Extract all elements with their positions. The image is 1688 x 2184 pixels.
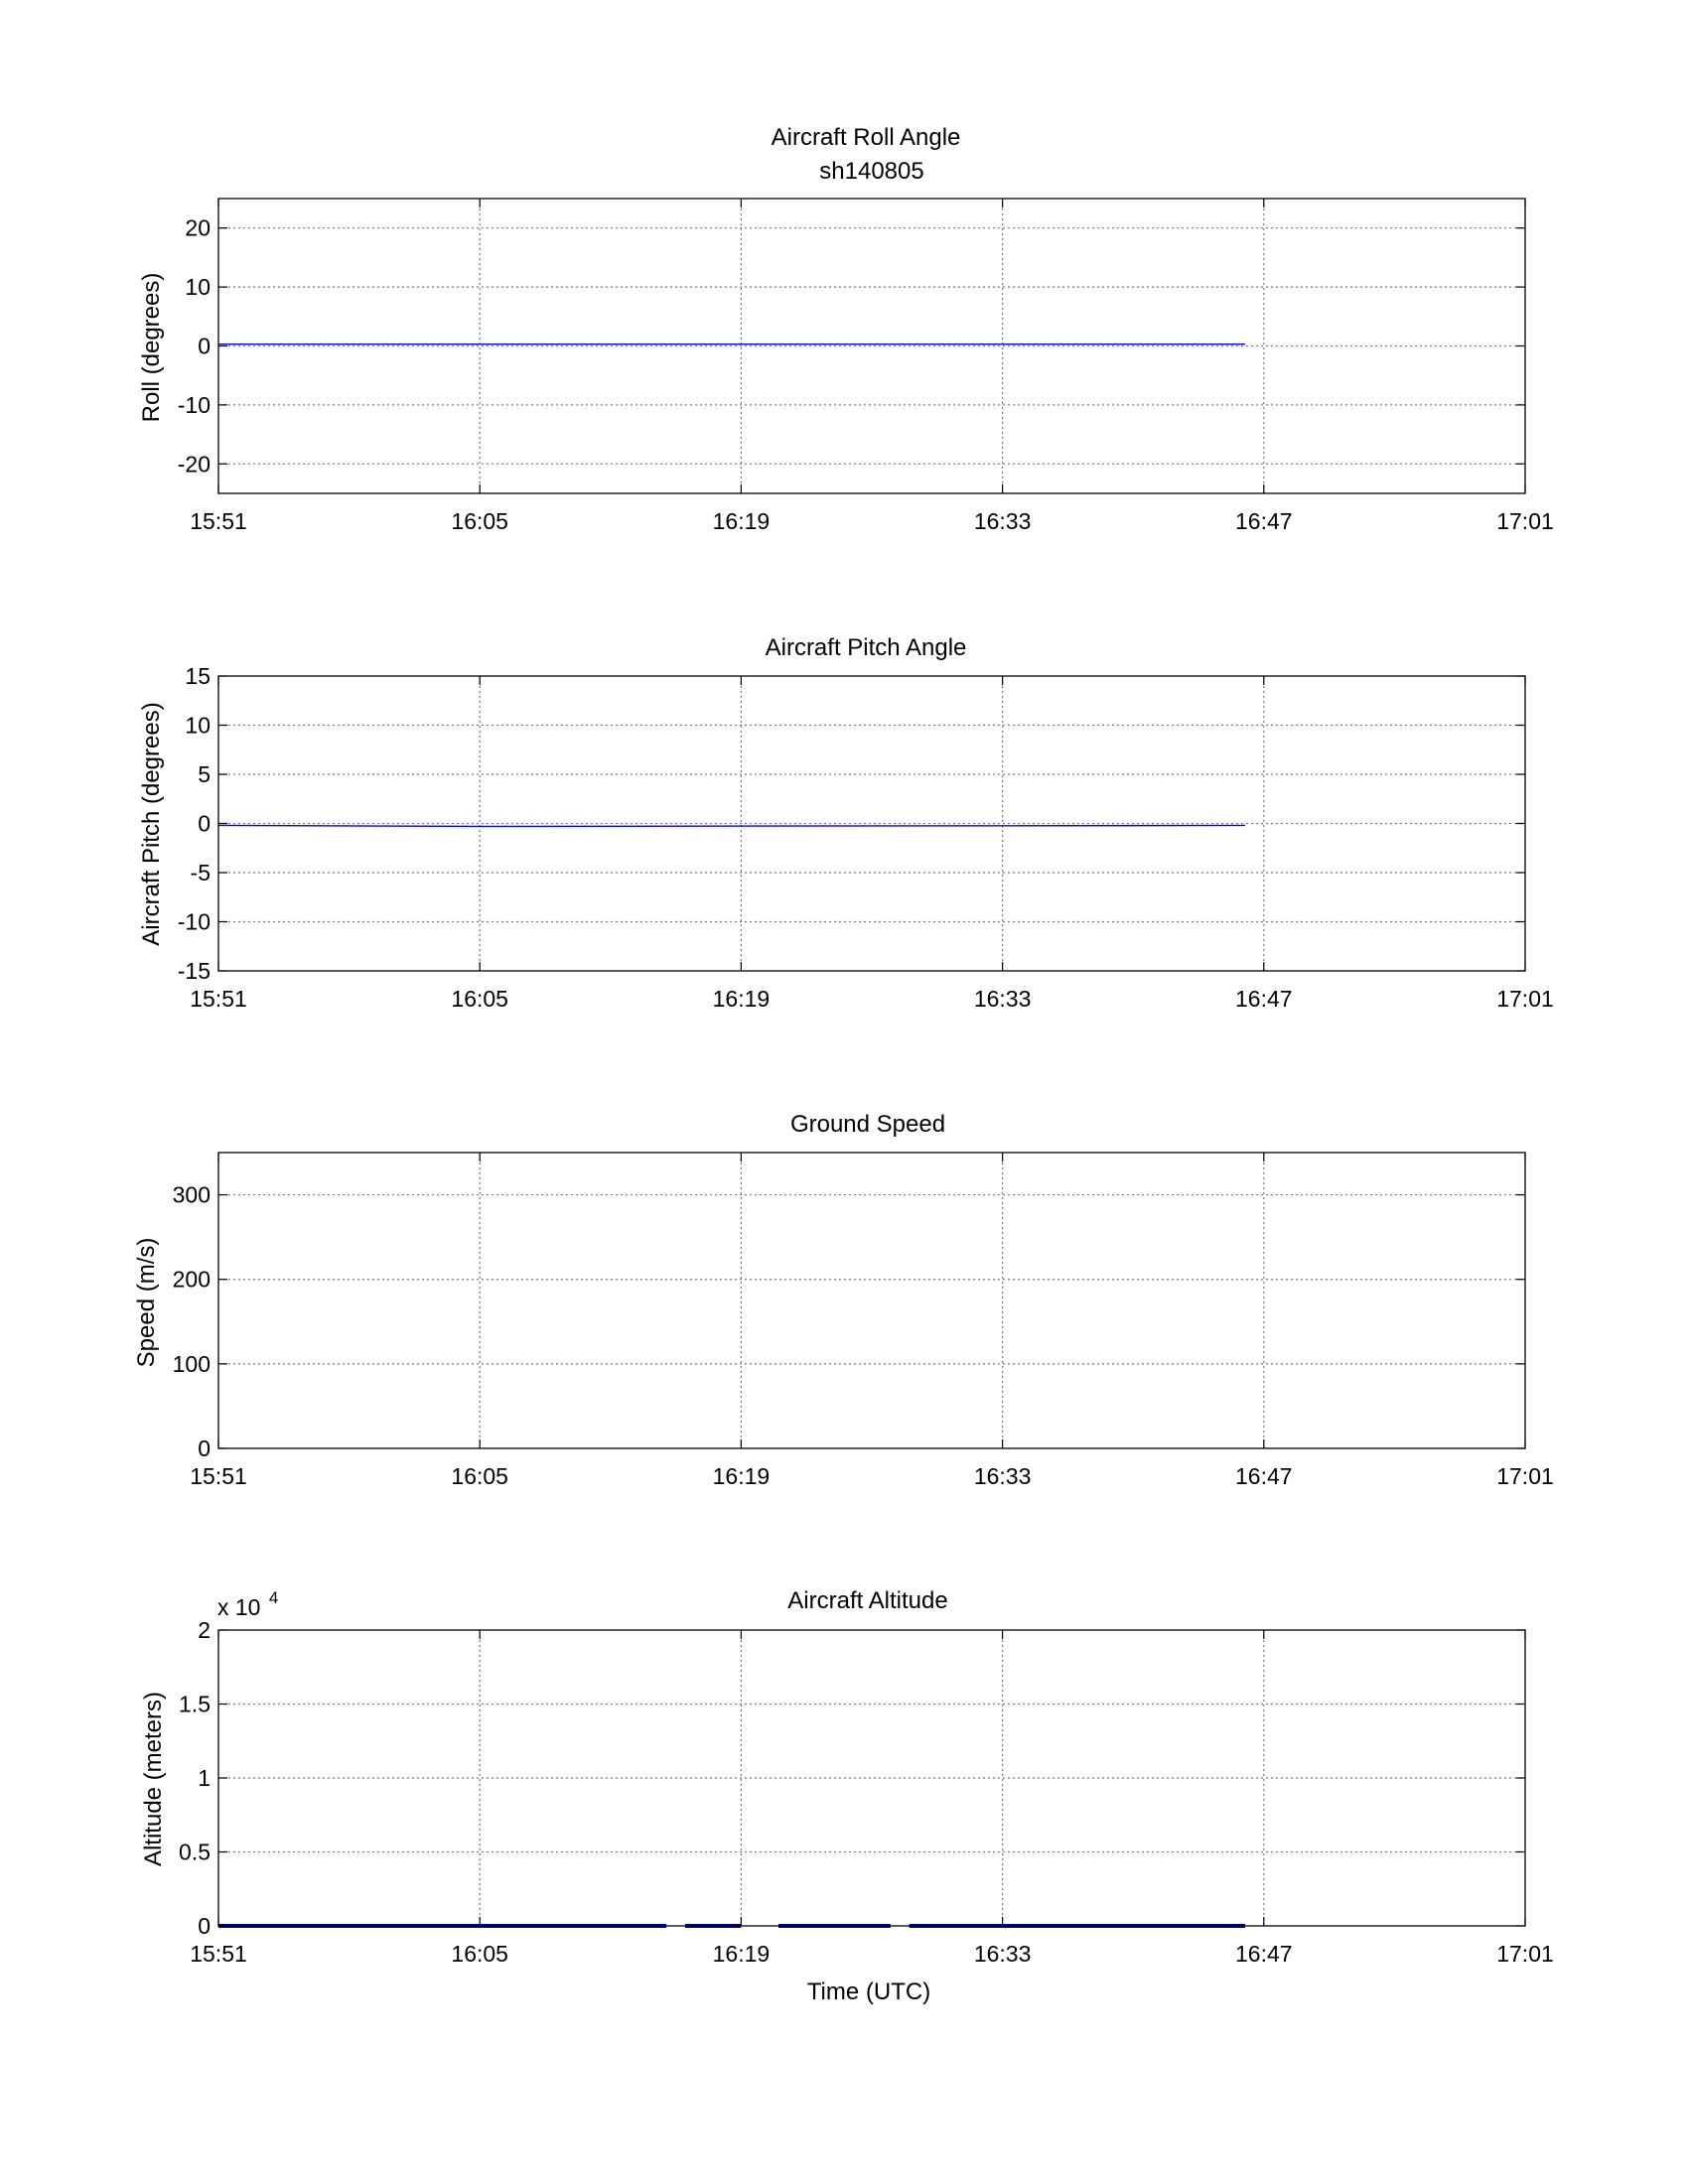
- pitch-y-tick-label: 5: [198, 761, 211, 787]
- speed-y-tick-label: 200: [173, 1267, 211, 1293]
- roll-y-tick-label: 10: [185, 274, 211, 300]
- speed-y-tick-label: 0: [198, 1435, 211, 1461]
- pitch-x-tick-label: 15:51: [190, 986, 247, 1012]
- speed-y-tick-label: 300: [173, 1182, 211, 1208]
- pitch-grid: [218, 676, 1525, 971]
- x-axis-label: Time (UTC): [807, 1979, 930, 2005]
- altitude-y-axis-label: Altitude (meters): [140, 1692, 167, 1866]
- speed-chart-title: Ground Speed: [790, 1111, 945, 1138]
- roll-x-tick-label: 16:05: [451, 508, 508, 534]
- altitude-y-tick-label: 1: [198, 1765, 211, 1791]
- speed-x-tick-label: 17:01: [1496, 1463, 1554, 1489]
- altitude-x-tick-label: 16:05: [451, 1941, 508, 1967]
- speed-plot-frame: [217, 1152, 1526, 1449]
- altitude-panel: Aircraft Altitude x 10 4 Altitude (meter…: [140, 1587, 1554, 2005]
- speed-x-tick-label: 16:19: [713, 1463, 771, 1489]
- pitch-data: [217, 824, 1246, 828]
- roll-x-tick-label: 15:51: [190, 508, 247, 534]
- pitch-x-tick-label: 16:19: [713, 986, 771, 1012]
- pitch-y-axis-label: Aircraft Pitch (degrees): [138, 702, 165, 945]
- pitch-x-tick-label: 16:47: [1235, 986, 1293, 1012]
- pitch-x-ticks: 15:51 16:05 16:19 16:33 16:47 17:01: [190, 676, 1554, 1012]
- roll-x-tick-label: 17:01: [1496, 508, 1554, 534]
- pitch-y-tick-label: 0: [198, 811, 211, 837]
- speed-y-axis-label: Speed (m/s): [133, 1238, 160, 1368]
- pitch-panel: Aircraft Pitch Angle Aircraft Pitch (deg…: [138, 634, 1554, 1012]
- altitude-x-tick-label: 16:33: [974, 1941, 1032, 1967]
- pitch-y-tick-label: -5: [191, 860, 211, 886]
- speed-x-tick-label: 16:33: [974, 1463, 1032, 1489]
- altitude-x-tick-label: 16:47: [1235, 1941, 1293, 1967]
- altitude-y-tick-label: 0.5: [179, 1840, 211, 1865]
- altitude-x-tick-label: 16:19: [713, 1941, 771, 1967]
- roll-chart-title: Aircraft Roll Angle: [772, 124, 961, 151]
- altitude-grid: [218, 1630, 1525, 1926]
- speed-panel: Ground Speed Speed (m/s) 15:51 16:05 16:19…: [133, 1111, 1554, 1489]
- altitude-multiplier-label: x 10 4: [217, 1588, 278, 1620]
- pitch-chart-title: Aircraft Pitch Angle: [766, 634, 967, 661]
- roll-y-ticks: -20 -10 0 10 20: [178, 215, 1525, 477]
- altitude-x-tick-label: 15:51: [190, 1941, 247, 1967]
- pitch-x-tick-label: 16:33: [974, 986, 1032, 1012]
- pitch-x-tick-label: 17:01: [1496, 986, 1554, 1012]
- speed-x-tick-label: 16:47: [1235, 1463, 1293, 1489]
- roll-y-tick-label: -20: [178, 451, 211, 477]
- speed-x-tick-label: 15:51: [190, 1463, 247, 1489]
- roll-x-tick-label: 16:33: [974, 508, 1032, 534]
- pitch-y-tick-label: -10: [178, 909, 211, 935]
- speed-grid: [218, 1153, 1525, 1448]
- roll-y-tick-label: -10: [178, 392, 211, 418]
- altitude-multiplier-base: x 10: [217, 1594, 260, 1620]
- speed-y-tick-label: 100: [173, 1351, 211, 1377]
- roll-y-axis-label: Roll (degrees): [138, 273, 165, 423]
- roll-x-ticks: 15:51 16:05 16:19 16:33 16:47 17:01: [190, 199, 1554, 534]
- altitude-multiplier-exponent: 4: [269, 1588, 278, 1607]
- altitude-y-tick-label: 2: [198, 1617, 211, 1643]
- altitude-x-ticks: 15:51 16:05 16:19 16:33 16:47 17:01: [190, 1630, 1554, 1967]
- pitch-y-ticks: -15 -10 -5 0 5 10 15: [178, 663, 1525, 984]
- roll-chart-subtitle: sh140805: [819, 158, 923, 185]
- speed-y-ticks: 0 100 200 300: [173, 1182, 1525, 1461]
- pitch-x-tick-label: 16:05: [451, 986, 508, 1012]
- roll-x-tick-label: 16:19: [713, 508, 771, 534]
- roll-panel: Aircraft Roll Angle sh140805 Roll (degre…: [138, 124, 1554, 534]
- speed-x-ticks: 15:51 16:05 16:19 16:33 16:47 17:01: [190, 1153, 1554, 1489]
- pitch-y-tick-label: 10: [185, 713, 211, 739]
- pitch-y-tick-label: -15: [178, 958, 211, 984]
- roll-grid: [218, 199, 1525, 493]
- altitude-x-tick-label: 17:01: [1496, 1941, 1554, 1967]
- altitude-chart-title: Aircraft Altitude: [787, 1587, 947, 1614]
- pitch-series-line: [217, 824, 1246, 828]
- roll-x-tick-label: 16:47: [1235, 508, 1293, 534]
- altitude-y-tick-label: 1.5: [179, 1692, 211, 1717]
- pitch-y-tick-label: 15: [185, 663, 211, 689]
- altitude-y-tick-label: 0: [198, 1913, 211, 1939]
- roll-y-tick-label: 0: [198, 334, 211, 359]
- roll-y-tick-label: 20: [185, 215, 211, 241]
- speed-x-tick-label: 16:05: [451, 1463, 508, 1489]
- altitude-y-ticks: 0 0.5 1 1.5 2: [179, 1617, 1525, 1939]
